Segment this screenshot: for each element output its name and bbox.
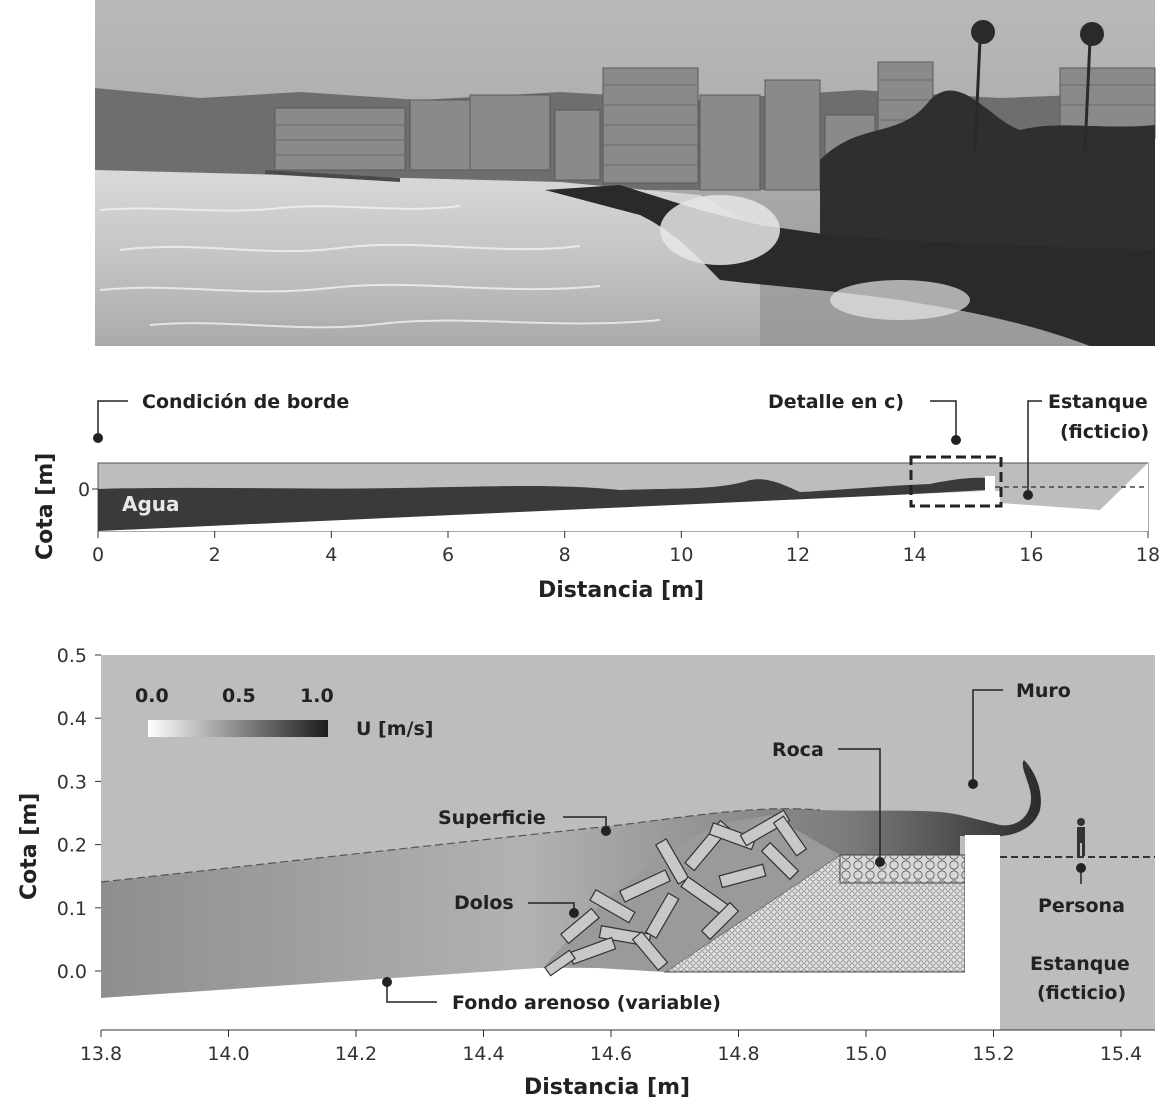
- panel-c-ylabel: Cota [m]: [17, 793, 42, 900]
- panel-c: 0.0 0.5 1.0 U [m/s] Muro Roca Superficie…: [17, 645, 1155, 1100]
- panel-b-water: [98, 477, 985, 531]
- panel-b-y-tick-0: 0: [78, 479, 90, 501]
- panel-b-x-tick-label: 18: [1136, 544, 1160, 566]
- person-label: Persona: [1038, 895, 1125, 917]
- detail-callout: Detalle en c): [768, 391, 961, 445]
- surface-callout: Superficie: [438, 807, 611, 836]
- colorbar-title: U [m/s]: [356, 718, 433, 740]
- water-label: Agua: [122, 492, 180, 516]
- person-callout: Persona: [1038, 863, 1125, 917]
- panel-c-bed: [101, 968, 965, 1030]
- panel-c-xlabel: Distancia [m]: [524, 1075, 690, 1100]
- panel-c-y-tick-label: 0.2: [57, 835, 87, 857]
- person-icon: [1077, 818, 1085, 856]
- panel-c-x-tick-label: 13.8: [80, 1043, 122, 1065]
- colorbar-tick-1: 0.5: [222, 685, 256, 707]
- panel-c-y-tick-label: 0.5: [57, 645, 87, 667]
- bed-callout: Fondo arenoso (variable): [382, 977, 721, 1014]
- panel-b-bed: [98, 463, 1148, 531]
- tank-label-c-1: Estanque: [1030, 953, 1130, 975]
- tank-label-c-2: (ficticio): [1037, 982, 1126, 1004]
- dolos-label: Dolos: [454, 892, 514, 914]
- tank-callout-b: Estanque (ficticio): [1023, 391, 1149, 500]
- panel-b-x-tick-label: 0: [92, 544, 104, 566]
- tank-label-b-1: Estanque: [1048, 391, 1148, 413]
- rock-label: Roca: [772, 739, 824, 761]
- panel-c-x-tick-label: 14.8: [717, 1043, 759, 1065]
- surface-label: Superficie: [438, 807, 546, 829]
- tank-callout-c: Estanque (ficticio): [1030, 953, 1130, 1004]
- panel-c-x-tick-label: 15.2: [972, 1043, 1014, 1065]
- panel-c-x-tick-label: 15.0: [845, 1043, 887, 1065]
- colorbar: 0.0 0.5 1.0 U [m/s]: [135, 685, 433, 740]
- panel-c-x-tick-label: 14.6: [590, 1043, 632, 1065]
- wall-label: Muro: [1016, 680, 1071, 702]
- wall: [965, 835, 1000, 1030]
- coast-photo: [95, 0, 1156, 346]
- panel-c-x-tick-label: 14.2: [335, 1043, 377, 1065]
- wall-callout: Muro: [968, 680, 1071, 789]
- panel-c-y-tick-label: 0.0: [57, 961, 87, 983]
- tank-label-b-2: (ficticio): [1060, 421, 1149, 443]
- rock-armour: [839, 854, 966, 884]
- detail-box: [909, 455, 1003, 508]
- panel-c-y-tick-label: 0.1: [57, 898, 87, 920]
- panel-b-x-tick-label: 12: [786, 544, 810, 566]
- panel-b-xlabel: Distancia [m]: [538, 578, 704, 603]
- rock-callout: Roca: [772, 739, 885, 867]
- panel-c-x-tick-label: 14.0: [207, 1043, 249, 1065]
- tank: [1000, 858, 1155, 1030]
- detail-label: Detalle en c): [768, 391, 904, 413]
- panel-b-x-tick-label: 14: [903, 544, 927, 566]
- dolos-callout: Dolos: [454, 892, 579, 918]
- boundary-callout: Condición de borde: [93, 391, 349, 443]
- panel-c-y-tick-label: 0.3: [57, 771, 87, 793]
- panel-b-x-tick-label: 6: [442, 544, 454, 566]
- panel-c-y-ticks: 0.5 0.4 0.3 0.2 0.1 0.0: [57, 645, 101, 983]
- panel-b: Agua Condición de borde Detalle en c) Es…: [33, 391, 1160, 603]
- panel-c-x-tick-label: 14.4: [462, 1043, 504, 1065]
- panel-b-x-ticks: 0 2 4 6 8 10 12 14 16 18: [92, 531, 1160, 566]
- panel-c-y-tick-label: 0.4: [57, 708, 87, 730]
- panel-b-x-tick-label: 16: [1019, 544, 1043, 566]
- colorbar-tick-0: 0.0: [135, 685, 169, 707]
- panel-b-ylabel: Cota [m]: [33, 453, 58, 560]
- panel-b-x-tick-label: 10: [669, 544, 693, 566]
- boundary-label: Condición de borde: [142, 391, 349, 413]
- dolos-armour: [544, 809, 840, 977]
- panel-c-x-ticks: 13.8 14.0 14.2 14.4 14.6 14.8 15.0 15.2 15.4: [80, 1030, 1142, 1065]
- bed-label: Fondo arenoso (variable): [452, 992, 721, 1014]
- panel-b-x-tick-label: 2: [209, 544, 221, 566]
- panel-b-x-tick-label: 8: [559, 544, 571, 566]
- colorbar-tick-2: 1.0: [300, 685, 334, 707]
- panel-c-x-tick-label: 15.4: [1100, 1043, 1142, 1065]
- panel-b-x-tick-label: 4: [325, 544, 337, 566]
